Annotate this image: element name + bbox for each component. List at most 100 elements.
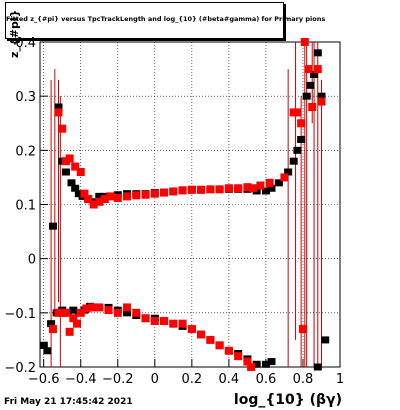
data-point	[293, 108, 302, 117]
data-point	[178, 186, 187, 195]
data-point	[76, 168, 85, 176]
data-point	[234, 352, 243, 361]
data-point	[248, 184, 257, 193]
data-point	[297, 119, 306, 128]
data-point	[224, 184, 233, 193]
x-axis-label: log_{10} (βγ)	[233, 392, 342, 408]
data-point	[48, 325, 57, 334]
x-tick-label: 0.4	[219, 372, 240, 387]
data-point	[243, 183, 252, 192]
y-tick-label: −0.1	[4, 307, 36, 322]
data-point	[169, 187, 178, 196]
x-tick-label: 1	[336, 372, 344, 387]
data-point	[100, 195, 109, 204]
data-point	[215, 185, 224, 194]
data-point	[280, 173, 289, 182]
data-point	[313, 363, 322, 371]
data-point	[256, 181, 265, 190]
data-point	[187, 185, 196, 194]
data-point	[160, 316, 169, 325]
data-point	[293, 146, 302, 154]
data-point	[39, 341, 48, 349]
data-point	[71, 184, 80, 192]
data-point	[265, 178, 274, 187]
data-point	[150, 316, 159, 325]
data-point	[61, 168, 70, 176]
data-point	[243, 357, 252, 366]
data-point	[67, 179, 76, 187]
data-point	[150, 189, 159, 198]
data-point	[160, 188, 169, 197]
data-point	[187, 325, 196, 334]
data-point	[197, 185, 206, 194]
data-point	[82, 304, 91, 313]
chart-title: Fitted z_{#pi} versus TpcTrackLength and…	[6, 15, 326, 23]
data-point	[69, 306, 78, 314]
data-point	[123, 303, 132, 312]
chart-title-box: Fitted z_{#pi} versus TpcTrackLength and…	[5, 2, 326, 39]
data-point	[113, 308, 122, 317]
data-point	[310, 71, 319, 78]
data-point	[313, 49, 322, 57]
x-tick-label: −0.6	[28, 372, 60, 387]
data-point	[289, 157, 298, 165]
data-point	[132, 308, 141, 317]
data-point	[61, 308, 70, 317]
data-point	[178, 319, 187, 328]
data-point	[95, 303, 104, 312]
data-point	[123, 309, 132, 317]
data-point	[215, 341, 224, 350]
data-point	[80, 189, 89, 198]
data-point	[267, 358, 276, 366]
data-point	[169, 319, 178, 328]
data-point	[252, 360, 261, 368]
x-tick-label: 0.8	[293, 372, 314, 387]
data-point	[132, 191, 141, 200]
data-point	[317, 97, 326, 106]
x-tick-label: 0.6	[256, 372, 277, 387]
y-tick-label: 0.2	[15, 144, 36, 159]
data-point	[304, 65, 313, 74]
data-point	[321, 336, 330, 344]
data-point	[206, 335, 215, 344]
data-point	[76, 308, 85, 317]
data-point	[317, 92, 326, 100]
data-point	[65, 154, 74, 163]
data-point	[247, 363, 256, 371]
data-point	[234, 184, 243, 193]
footer-date: Fri May 21 17:45:42 2021	[4, 397, 133, 407]
data-point	[95, 197, 104, 206]
data-point	[113, 194, 122, 202]
data-point	[104, 306, 113, 315]
data-point	[65, 327, 74, 336]
y-tick-label: 0.1	[15, 199, 36, 214]
x-tick-label: 0.2	[182, 372, 203, 387]
data-point	[71, 162, 80, 171]
y-tick-label: −0.2	[4, 361, 36, 376]
x-tick-label: −0.4	[65, 372, 97, 387]
x-tick-label: −0.2	[102, 372, 134, 387]
data-point	[58, 124, 67, 133]
y-tick-label: 0.4	[15, 36, 36, 51]
data-point	[73, 319, 82, 328]
data-point	[54, 108, 63, 117]
data-point	[106, 192, 115, 201]
data-point	[84, 195, 93, 204]
data-point	[261, 360, 270, 368]
data-point	[141, 314, 150, 323]
data-point	[297, 136, 306, 143]
data-point	[197, 330, 206, 339]
data-point	[300, 38, 309, 46]
y-axis-label: z_{#pi}	[8, 9, 21, 58]
data-point	[141, 190, 150, 199]
data-point	[302, 92, 311, 100]
data-point	[95, 192, 104, 200]
data-point	[89, 200, 98, 209]
data-point	[298, 325, 307, 334]
data-point	[261, 187, 270, 195]
data-point	[87, 303, 96, 312]
data-point	[274, 179, 283, 187]
data-point	[48, 222, 57, 230]
data-point	[224, 346, 233, 355]
